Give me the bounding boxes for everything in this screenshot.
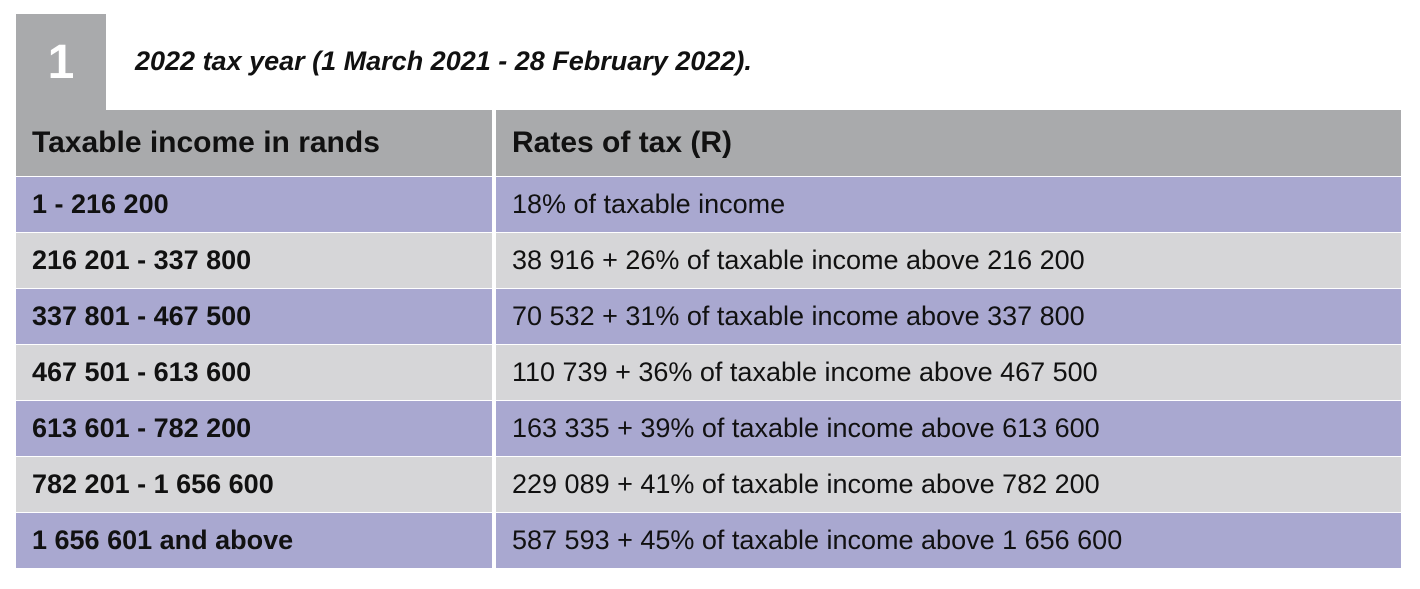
table-caption: 2022 tax year (1 March 2021 - 28 Februar… — [135, 46, 752, 76]
table-row: 337 801 - 467 500 70 532 + 31% of taxabl… — [16, 288, 1401, 345]
tax-rate-cell: 229 089 + 41% of taxable income above 78… — [492, 456, 1401, 513]
income-band-cell: 467 501 - 613 600 — [16, 344, 494, 401]
tax-rate-cell: 70 532 + 31% of taxable income above 337… — [492, 288, 1401, 345]
tax-rate-cell: 38 916 + 26% of taxable income above 216… — [492, 232, 1401, 289]
table-row: 216 201 - 337 800 38 916 + 26% of taxabl… — [16, 232, 1401, 289]
tax-rate-cell: 110 739 + 36% of taxable income above 46… — [492, 344, 1401, 401]
header-taxable-income: Taxable income in rands — [16, 110, 494, 177]
table-row: 613 601 - 782 200 163 335 + 39% of taxab… — [16, 400, 1401, 457]
income-band-cell: 337 801 - 467 500 — [16, 288, 494, 345]
income-band-cell: 613 601 - 782 200 — [16, 400, 494, 457]
income-band-cell: 216 201 - 337 800 — [16, 232, 494, 289]
income-band-cell: 782 201 - 1 656 600 — [16, 456, 494, 513]
income-band-cell: 1 656 601 and above — [16, 512, 494, 568]
tax-rate-cell: 587 593 + 45% of taxable income above 1 … — [492, 512, 1401, 568]
tax-rate-cell: 18% of taxable income — [492, 176, 1401, 233]
table-header-row: Taxable income in rands Rates of tax (R) — [16, 110, 1401, 177]
income-band-cell: 1 - 216 200 — [16, 176, 494, 233]
header-rates-of-tax: Rates of tax (R) — [492, 110, 1401, 177]
table-row: 1 - 216 200 18% of taxable income — [16, 176, 1401, 233]
table-row: 782 201 - 1 656 600 229 089 + 41% of tax… — [16, 456, 1401, 513]
tax-rates-table: Taxable income in rands Rates of tax (R)… — [16, 110, 1401, 568]
tax-rate-cell: 163 335 + 39% of taxable income above 61… — [492, 400, 1401, 457]
table-row: 1 656 601 and above 587 593 + 45% of tax… — [16, 512, 1401, 568]
section-number-badge: 1 — [16, 14, 106, 110]
table-row: 467 501 - 613 600 110 739 + 36% of taxab… — [16, 344, 1401, 401]
